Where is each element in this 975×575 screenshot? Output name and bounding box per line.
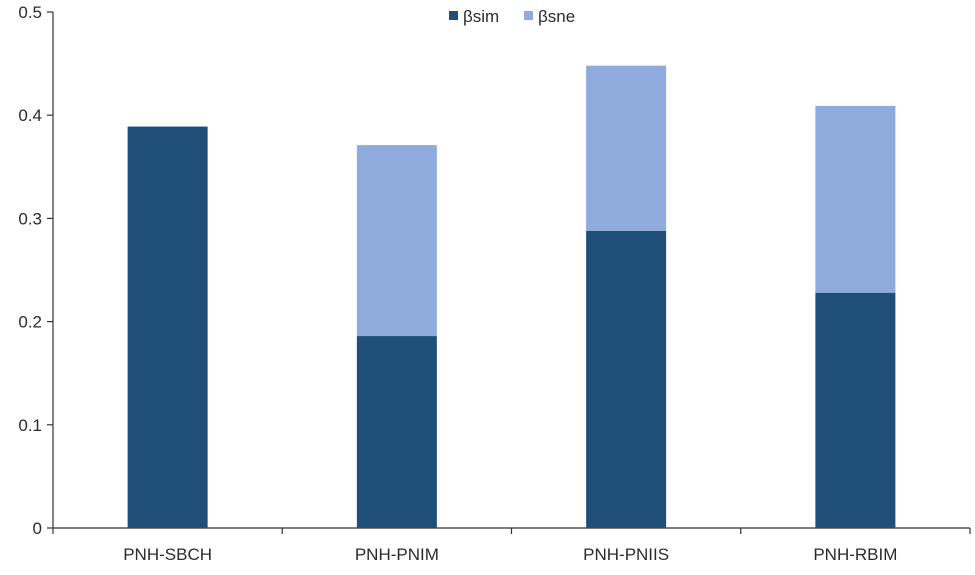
bar-bsim-pnh-pnim	[356, 336, 437, 528]
x-category-label: PNH-PNIIS	[583, 545, 669, 564]
category-labels: PNH-SBCH PNH-PNIM PNH-PNIIS PNH-RBIM	[123, 545, 897, 564]
bar-bsne-pnh-pniis	[586, 65, 667, 231]
legend-label-bsne: βsne	[538, 7, 575, 26]
y-tick-label: 0.1	[18, 416, 42, 435]
bar-bsne-pnh-pnim	[356, 145, 437, 337]
y-ticks: 0 0.1 0.2 0.3 0.4 0.5	[18, 3, 53, 538]
y-tick-label: 0	[33, 519, 42, 538]
x-ticks	[52, 528, 971, 534]
x-category-label: PNH-RBIM	[813, 545, 897, 564]
bar-bsim-pnh-rbim	[815, 292, 896, 528]
bar-bsne-pnh-rbim	[815, 105, 896, 293]
y-tick-label: 0.2	[18, 313, 42, 332]
y-tick-label: 0.5	[18, 3, 42, 22]
y-tick-label: 0.3	[18, 209, 42, 228]
x-category-label: PNH-PNIM	[355, 545, 439, 564]
legend-swatch-bsne	[524, 11, 533, 20]
legend-swatch-bsim	[449, 11, 458, 20]
bars	[127, 65, 896, 528]
legend: βsim βsne	[449, 7, 575, 26]
bar-bsim-pnh-sbch	[127, 126, 208, 528]
x-category-label: PNH-SBCH	[123, 545, 212, 564]
legend-label-bsim: βsim	[463, 7, 499, 26]
bar-bsim-pnh-pniis	[586, 230, 667, 528]
y-tick-label: 0.4	[18, 106, 42, 125]
